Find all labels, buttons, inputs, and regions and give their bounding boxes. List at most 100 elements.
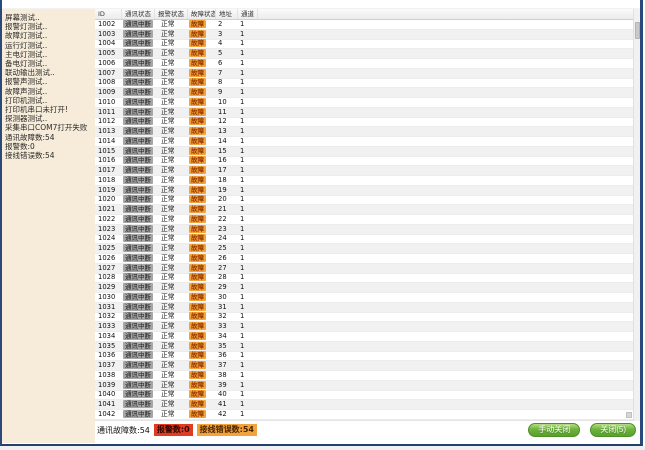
cell-fault-status: 故障 (188, 409, 216, 419)
table-row[interactable]: 1002 通讯中断 正常 故障 2 1 (95, 20, 640, 30)
cell-address: 2 (218, 20, 223, 28)
table-row[interactable]: 1036 通讯中断 正常 故障 36 1 (95, 351, 640, 362)
sidebar-log-item: 报警灯测试.. (5, 22, 48, 32)
vertical-scrollbar[interactable] (633, 9, 640, 421)
close-countdown-button[interactable]: 关闭(5) (590, 423, 636, 437)
fault-badge: 故障 (189, 214, 206, 223)
table-row[interactable]: 1008 通讯中断 正常 故障 8 1 (95, 78, 640, 89)
cell-id: 1012 (98, 117, 116, 126)
table-row[interactable]: 1042 通讯中断 正常 故障 42 1 (95, 409, 640, 420)
cell-comm-status: 通讯中断 (122, 380, 155, 390)
table-row[interactable]: 1009 通讯中断 正常 故障 9 1 (95, 88, 640, 98)
table-row[interactable]: 1020 通讯中断 正常 故障 20 1 (95, 195, 640, 206)
table-row[interactable]: 1018 通讯中断 正常 故障 18 1 (95, 175, 640, 186)
cell-alarm-status: 正常 (161, 58, 175, 67)
cell-fault-status: 故障 (188, 175, 216, 185)
cell-channel: 1 (240, 39, 245, 48)
cell-alarm-status: 正常 (161, 370, 175, 379)
table-row[interactable]: 1035 通讯中断 正常 故障 35 1 (95, 341, 640, 352)
table-row[interactable]: 1007 通讯中断 正常 故障 7 1 (95, 68, 640, 79)
cell-id: 1030 (98, 292, 116, 301)
cell-channel: 1 (240, 88, 245, 97)
comm-interrupted-badge: 通讯中断 (123, 322, 153, 331)
table-row[interactable]: 1026 通讯中断 正常 故障 26 1 (95, 253, 640, 264)
cell-id: 1028 (98, 273, 116, 282)
cell-channel: 1 (240, 185, 245, 194)
table-row[interactable]: 1010 通讯中断 正常 故障 10 1 (95, 97, 640, 108)
table-row[interactable]: 1027 通讯中断 正常 故障 27 1 (95, 263, 640, 274)
table-row[interactable]: 1034 通讯中断 正常 故障 34 1 (95, 331, 640, 342)
table-row[interactable]: 1015 通讯中断 正常 故障 15 1 (95, 146, 640, 157)
fault-badge: 故障 (189, 49, 206, 58)
cell-address: 30 (218, 292, 227, 301)
table-row[interactable]: 1033 通讯中断 正常 故障 33 1 (95, 322, 640, 332)
cell-comm-status: 通讯中断 (122, 390, 155, 399)
cell-id: 1002 (98, 20, 116, 28)
table-row[interactable]: 1025 通讯中断 正常 故障 25 1 (95, 244, 640, 254)
table-row[interactable]: 1006 通讯中断 正常 故障 6 1 (95, 58, 640, 69)
table-row[interactable]: 1003 通讯中断 正常 故障 3 1 (95, 29, 640, 40)
cell-address: 38 (218, 370, 227, 379)
cell-id: 1021 (98, 205, 116, 214)
table-row[interactable]: 1014 通讯中断 正常 故障 14 1 (95, 136, 640, 147)
table-row[interactable]: 1011 通讯中断 正常 故障 11 1 (95, 107, 640, 118)
table-row[interactable]: 1037 通讯中断 正常 故障 37 1 (95, 361, 640, 371)
cell-fault-status: 故障 (188, 292, 216, 302)
table-row[interactable]: 1030 通讯中断 正常 故障 30 1 (95, 292, 640, 303)
table-row[interactable]: 1041 通讯中断 正常 故障 41 1 (95, 400, 640, 410)
table-row[interactable]: 1040 通讯中断 正常 故障 40 1 (95, 390, 640, 401)
table-row[interactable]: 1022 通讯中断 正常 故障 22 1 (95, 214, 640, 225)
cell-alarm-status: 正常 (161, 20, 175, 28)
cell-id: 1039 (98, 380, 116, 389)
comm-interrupted-badge: 通讯中断 (123, 185, 153, 194)
table-row[interactable]: 1031 通讯中断 正常 故障 31 1 (95, 302, 640, 313)
cell-channel: 1 (240, 341, 245, 350)
scrollbar-thumb[interactable] (635, 22, 640, 39)
table-row[interactable]: 1021 通讯中断 正常 故障 21 1 (95, 205, 640, 215)
window-bottom-strip (0, 446, 645, 450)
table-row[interactable]: 1032 通讯中断 正常 故障 32 1 (95, 312, 640, 323)
table-row[interactable]: 1016 通讯中断 正常 故障 16 1 (95, 156, 640, 167)
table-row[interactable]: 1017 通讯中断 正常 故障 17 1 (95, 166, 640, 176)
device-status-table: ID 通讯状态 报警状态 故障状态 地址 通道 1002 通讯中断 正常 故障 2 1 10… (95, 9, 640, 421)
cell-alarm-status: 正常 (161, 117, 175, 126)
comm-interrupted-badge: 通讯中断 (123, 292, 153, 301)
cell-comm-status: 通讯中断 (122, 29, 155, 39)
cell-comm-status: 通讯中断 (122, 409, 155, 419)
cell-alarm-status: 正常 (161, 380, 175, 389)
cell-comm-status: 通讯中断 (122, 244, 155, 253)
table-row[interactable]: 1005 通讯中断 正常 故障 5 1 (95, 49, 640, 59)
comm-interrupted-badge: 通讯中断 (123, 117, 153, 126)
fault-badge: 故障 (189, 39, 206, 48)
cell-comm-status: 通讯中断 (122, 78, 155, 87)
table-row[interactable]: 1013 通讯中断 正常 故障 13 1 (95, 127, 640, 137)
table-row[interactable]: 1029 通讯中断 正常 故障 29 1 (95, 283, 640, 293)
table-row[interactable]: 1038 通讯中断 正常 故障 38 1 (95, 370, 640, 381)
cell-id: 1022 (98, 214, 116, 223)
comm-interrupted-badge: 通讯中断 (123, 273, 153, 282)
cell-fault-status: 故障 (188, 49, 216, 58)
comm-interrupted-badge: 通讯中断 (123, 283, 153, 292)
table-row[interactable]: 1024 通讯中断 正常 故障 24 1 (95, 234, 640, 245)
manual-close-button[interactable]: 手动关闭 (528, 423, 581, 437)
sidebar-log-item: 探测器测试.. (5, 114, 48, 124)
cell-comm-status: 通讯中断 (122, 49, 155, 58)
cell-alarm-status: 正常 (161, 49, 175, 58)
cell-comm-status: 通讯中断 (122, 224, 155, 234)
fault-badge: 故障 (189, 370, 206, 379)
cell-id: 1017 (98, 166, 116, 175)
fault-badge: 故障 (189, 302, 206, 311)
table-row[interactable]: 1012 通讯中断 正常 故障 12 1 (95, 117, 640, 128)
table-row[interactable]: 1028 通讯中断 正常 故障 28 1 (95, 273, 640, 284)
table-row[interactable]: 1039 通讯中断 正常 故障 39 1 (95, 380, 640, 391)
cell-alarm-status: 正常 (161, 273, 175, 282)
table-row[interactable]: 1004 通讯中断 正常 故障 4 1 (95, 39, 640, 50)
comm-interrupted-badge: 通讯中断 (123, 58, 153, 67)
cell-channel: 1 (240, 117, 245, 126)
table-row[interactable]: 1019 通讯中断 正常 故障 19 1 (95, 185, 640, 196)
comm-interrupted-badge: 通讯中断 (123, 361, 153, 370)
cell-fault-status: 故障 (188, 156, 216, 165)
comm-interrupted-badge: 通讯中断 (123, 390, 153, 399)
cell-fault-status: 故障 (188, 39, 216, 48)
table-row[interactable]: 1023 通讯中断 正常 故障 23 1 (95, 224, 640, 235)
